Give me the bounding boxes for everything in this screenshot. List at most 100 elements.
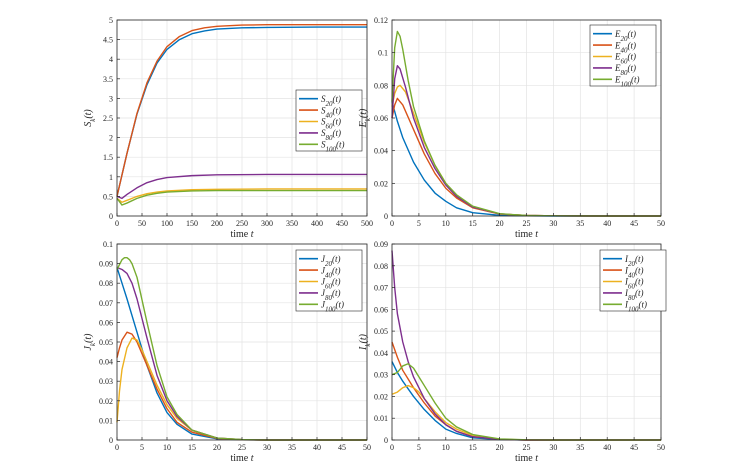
y-tick-label: 0.08 bbox=[99, 279, 113, 288]
y-tick-label: 5 bbox=[109, 16, 113, 25]
legend-entry: I40(t) bbox=[624, 265, 644, 279]
x-tick-label: 25 bbox=[238, 443, 246, 452]
y-tick-label: 2.5 bbox=[103, 114, 113, 123]
x-tick-label: 10 bbox=[442, 219, 450, 228]
x-axis-label: time t bbox=[230, 453, 253, 464]
x-tick-label: 400 bbox=[311, 219, 323, 228]
legend-entry: S60(t) bbox=[321, 117, 341, 131]
chart-panel-I: 0 5 10 15 20 25 30 35 40 45 50 0 0.01 0.02 0.03 0.04 0.0… bbox=[358, 240, 667, 464]
x-tick-label: 15 bbox=[188, 443, 196, 452]
y-tick-label: 0.1 bbox=[103, 240, 113, 249]
y-tick-label: 0.04 bbox=[99, 358, 113, 367]
x-tick-label: 45 bbox=[630, 219, 638, 228]
x-tick-label: 10 bbox=[163, 443, 171, 452]
x-tick-label: 15 bbox=[469, 443, 477, 452]
x-tick-label: 0 bbox=[115, 219, 119, 228]
legend-entry: E100(t) bbox=[614, 75, 640, 89]
legend-entry: E40(t) bbox=[614, 40, 636, 54]
x-tick-label: 15 bbox=[469, 219, 477, 228]
chart-panel-J: 0 5 10 15 20 25 30 35 40 45 50 0 0.01 0.02 0.03 0.04 0.0… bbox=[83, 240, 371, 464]
x-tick-label: 35 bbox=[576, 219, 584, 228]
legend-box bbox=[295, 249, 363, 312]
legend-entry: I100(t) bbox=[624, 300, 647, 314]
legend-box bbox=[599, 249, 667, 312]
x-tick-label: 25 bbox=[523, 219, 531, 228]
x-tick-label: 50 bbox=[363, 443, 371, 452]
x-tick-label: 20 bbox=[496, 219, 504, 228]
y-tick-label: 0.02 bbox=[374, 179, 388, 188]
y-tick-label: 0.02 bbox=[99, 397, 113, 406]
y-tick-label: 0.09 bbox=[99, 260, 113, 269]
x-axis-label: time t bbox=[515, 229, 538, 240]
x-tick-label: 20 bbox=[213, 443, 221, 452]
x-tick-label: 50 bbox=[657, 219, 665, 228]
x-tick-label: 35 bbox=[288, 443, 296, 452]
legend-entry: S80(t) bbox=[321, 128, 341, 142]
y-tick-label: 0.04 bbox=[374, 349, 388, 358]
y-tick-label: 0 bbox=[109, 212, 113, 221]
legend: J20(t)J40(t)J60(t)J80(t)J100(t) bbox=[295, 249, 363, 314]
x-tick-label: 40 bbox=[313, 443, 321, 452]
x-tick-label: 250 bbox=[236, 219, 248, 228]
y-tick-label: 0 bbox=[109, 436, 113, 445]
y-tick-label: 0.03 bbox=[99, 377, 113, 386]
x-tick-label: 50 bbox=[138, 219, 146, 228]
x-tick-label: 20 bbox=[496, 443, 504, 452]
x-tick-label: 300 bbox=[261, 219, 273, 228]
legend-box bbox=[589, 24, 657, 87]
x-tick-label: 500 bbox=[361, 219, 373, 228]
x-tick-label: 50 bbox=[657, 443, 665, 452]
x-tick-label: 45 bbox=[338, 443, 346, 452]
legend: I20(t)I40(t)I60(t)I80(t)I100(t) bbox=[599, 249, 667, 314]
legend-entry: E80(t) bbox=[614, 63, 636, 77]
y-tick-label: 0.1 bbox=[378, 49, 388, 58]
x-tick-label: 35 bbox=[576, 443, 584, 452]
y-tick-label: 0.02 bbox=[374, 392, 388, 401]
y-tick-label: 0.5 bbox=[103, 192, 113, 201]
legend-entry: I80(t) bbox=[624, 288, 644, 302]
legend-entry: S20(t) bbox=[321, 94, 341, 108]
y-tick-label: 3.5 bbox=[103, 75, 113, 84]
y-tick-label: 0.07 bbox=[374, 284, 388, 293]
y-tick-label: 1.5 bbox=[103, 153, 113, 162]
y-tick-label: 0.12 bbox=[374, 16, 388, 25]
y-axis-label: Sk(t) bbox=[83, 109, 97, 127]
y-tick-label: 0.06 bbox=[374, 114, 388, 123]
y-tick-label: 0.08 bbox=[374, 81, 388, 90]
legend-entry: I60(t) bbox=[624, 277, 644, 291]
x-tick-label: 0 bbox=[115, 443, 119, 452]
legend-entry: I20(t) bbox=[624, 254, 644, 268]
x-tick-label: 30 bbox=[549, 443, 557, 452]
x-axis-label: time t bbox=[230, 229, 253, 240]
x-tick-label: 100 bbox=[161, 219, 173, 228]
x-tick-label: 45 bbox=[630, 443, 638, 452]
y-tick-label: 0.06 bbox=[99, 318, 113, 327]
x-tick-label: 200 bbox=[211, 219, 223, 228]
x-tick-label: 10 bbox=[442, 443, 450, 452]
y-tick-label: 0.07 bbox=[99, 299, 113, 308]
legend-entry: J20(t) bbox=[321, 254, 341, 268]
legend-entry: J60(t) bbox=[321, 277, 341, 291]
legend-entry: E20(t) bbox=[614, 29, 636, 43]
legend-entry: J80(t) bbox=[321, 288, 341, 302]
y-tick-label: 0.09 bbox=[374, 240, 388, 249]
x-tick-label: 450 bbox=[336, 219, 348, 228]
series-line-s60t bbox=[116, 188, 367, 203]
y-tick-label: 3 bbox=[109, 94, 113, 103]
y-tick-label: 0 bbox=[384, 436, 388, 445]
y-axis-label: Jk(t) bbox=[83, 333, 97, 351]
x-tick-label: 150 bbox=[186, 219, 198, 228]
x-axis-label: time t bbox=[515, 453, 538, 464]
y-tick-label: 0.08 bbox=[374, 262, 388, 271]
series-line-s40t bbox=[116, 24, 367, 197]
y-tick-label: 2 bbox=[109, 134, 113, 143]
legend-entry: E60(t) bbox=[614, 52, 636, 66]
x-tick-label: 40 bbox=[603, 443, 611, 452]
y-tick-label: 4.5 bbox=[103, 36, 113, 45]
legend: E20(t)E40(t)E60(t)E80(t)E100(t) bbox=[589, 24, 657, 89]
chart-panel-S: 0 50 100 150 200 250 300 350 400 450 500 0 0.5 1 1.5 2 2… bbox=[83, 16, 373, 240]
y-tick-label: 0.06 bbox=[374, 305, 388, 314]
y-tick-label: 0.04 bbox=[374, 147, 388, 156]
legend-entry: S100(t) bbox=[321, 140, 345, 154]
x-tick-label: 0 bbox=[390, 443, 394, 452]
